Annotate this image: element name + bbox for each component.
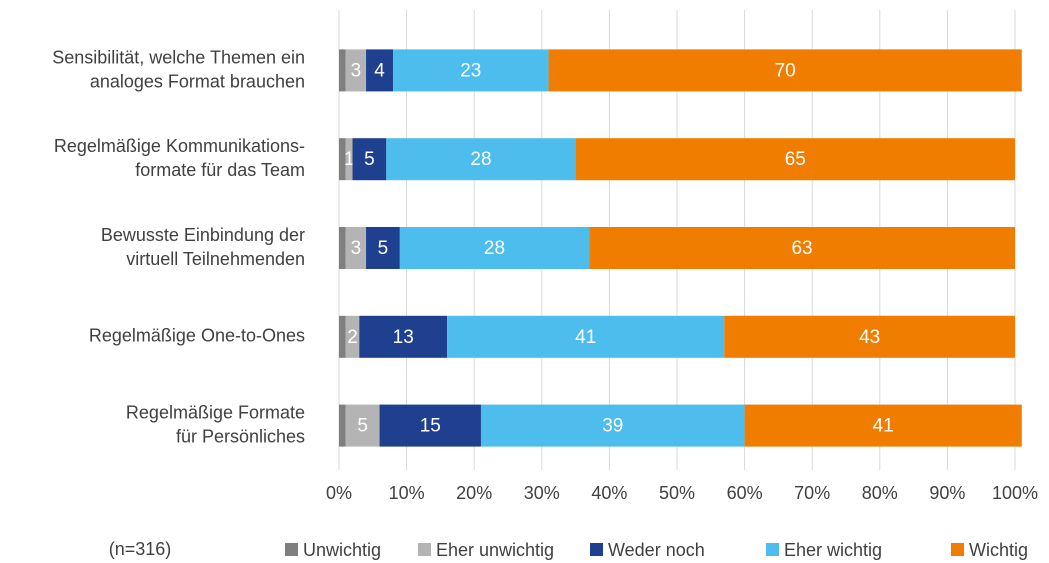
- data-label: 5: [378, 238, 389, 259]
- bar-segment: [366, 227, 400, 269]
- bar-segment: [339, 49, 346, 92]
- bar-segment: [345, 138, 353, 181]
- x-tick-label: 100%: [992, 483, 1038, 503]
- legend-label: Eher wichtig: [784, 540, 882, 560]
- data-label: 28: [484, 238, 505, 259]
- data-label: 3: [351, 60, 362, 81]
- data-label: 70: [775, 60, 796, 81]
- data-label: 28: [470, 149, 491, 170]
- bar-segment: [447, 315, 725, 358]
- legend-swatch: [766, 543, 779, 556]
- data-label: 43: [859, 327, 880, 348]
- x-tick-label: 50%: [659, 483, 695, 503]
- legend-label: Weder noch: [608, 540, 705, 560]
- data-label: 5: [357, 416, 368, 437]
- x-tick-label: 90%: [929, 483, 965, 503]
- bar-segment: [386, 138, 576, 181]
- x-tick-label: 0%: [326, 483, 352, 503]
- data-label: 4: [374, 60, 385, 81]
- bar-segment: [366, 49, 394, 92]
- x-tick-label: 40%: [591, 483, 627, 503]
- y-tick-label: Sensibilität, welche Themen ein analoges …: [52, 47, 305, 91]
- bar-segment: [339, 404, 346, 447]
- data-label: 41: [873, 416, 894, 437]
- bar-segment: [345, 404, 380, 447]
- y-tick-label: Regelmäßige Kommunikations-formate für d…: [54, 136, 305, 180]
- data-label: 5: [364, 149, 375, 170]
- data-label: 1: [344, 149, 355, 170]
- y-tick-label: Regelmäßige Formate für Persönliches: [126, 402, 305, 446]
- label-line: Regelmäßige Formate: [126, 402, 305, 422]
- data-label: 39: [602, 416, 623, 437]
- data-label: 3: [351, 238, 362, 259]
- legend-swatch: [285, 543, 298, 556]
- bar-segment: [548, 49, 1022, 92]
- legend-label: Eher unwichtig: [436, 540, 554, 560]
- bar-segment: [352, 138, 387, 181]
- bar-segment: [359, 315, 448, 358]
- y-tick-label: Regelmäßige One-to-Ones: [89, 326, 305, 346]
- data-label: 23: [460, 60, 481, 81]
- data-label: 13: [393, 327, 414, 348]
- label-line: formate für das Team: [135, 160, 305, 180]
- bar-segment: [379, 404, 481, 447]
- y-tick-label: Bewusste Einbindung der virtuell Teilnehm…: [101, 225, 305, 269]
- label-line: analoges Format brauchen: [90, 71, 305, 91]
- legend-swatch: [951, 543, 964, 556]
- bar-segment: [345, 49, 367, 92]
- data-label: 63: [791, 238, 812, 259]
- data-label: 41: [575, 327, 596, 348]
- bar-segment: [339, 227, 346, 269]
- legend-label: Wichtig: [969, 540, 1028, 560]
- bar-segment: [575, 138, 1015, 181]
- label-line: Regelmäßige Kommunikations-: [54, 136, 305, 156]
- bar-segment: [339, 138, 346, 181]
- x-tick-label: 30%: [524, 483, 560, 503]
- label-line: Sensibilität, welche Themen ein: [52, 47, 305, 67]
- label-line: Bewusste Einbindung der: [101, 225, 305, 245]
- x-tick-label: 80%: [862, 483, 898, 503]
- legend-label: Unwichtig: [303, 540, 381, 560]
- bar-segment: [393, 49, 549, 92]
- annotation: (n=316): [109, 539, 172, 559]
- label-line: für Persönliches: [176, 426, 305, 446]
- bar-segment: [744, 404, 1022, 447]
- bar-segment: [480, 404, 745, 447]
- data-label: 2: [347, 327, 358, 348]
- x-tick-label: 60%: [727, 483, 763, 503]
- label-line: virtuell Teilnehmenden: [126, 249, 305, 269]
- bar-segment: [345, 315, 360, 358]
- data-label: 65: [785, 149, 806, 170]
- data-label: 15: [420, 416, 441, 437]
- legend-swatch: [418, 543, 431, 556]
- x-tick-label: 10%: [389, 483, 425, 503]
- bar-segment: [339, 315, 346, 358]
- bar-segment: [724, 315, 1015, 358]
- bar-segment: [399, 227, 590, 269]
- bar-segment: [589, 227, 1015, 269]
- bar-segment: [345, 227, 367, 269]
- x-tick-label: 70%: [794, 483, 830, 503]
- legend-swatch: [590, 543, 603, 556]
- x-tick-label: 20%: [456, 483, 492, 503]
